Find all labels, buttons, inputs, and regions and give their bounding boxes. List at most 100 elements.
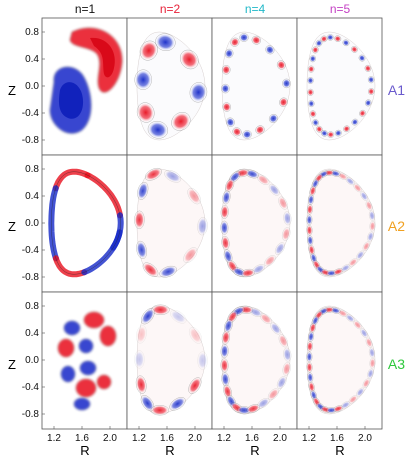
positive-lobe xyxy=(365,200,373,211)
positive-lobe xyxy=(359,109,366,117)
positive-lobe xyxy=(348,258,358,267)
negative-lobe xyxy=(270,322,282,335)
panel-r2-c2 xyxy=(126,154,213,293)
negative-lobe xyxy=(368,210,376,221)
x-tick-label: 2.0 xyxy=(273,433,287,444)
y-tick-label: 0.4 xyxy=(25,328,39,339)
y-tick-label: -0.4 xyxy=(22,382,40,393)
positive-lobe xyxy=(364,64,372,72)
negative-lobe xyxy=(239,33,249,42)
positive-lobe xyxy=(150,405,169,416)
positive-lobe xyxy=(220,358,229,373)
x-tick-label: 1.6 xyxy=(245,433,259,444)
negative-lobe xyxy=(368,347,376,358)
negative-lobe xyxy=(242,130,252,139)
positive-lobe xyxy=(267,388,279,401)
y-tick-label: -0.4 xyxy=(22,245,40,256)
positive-lobe xyxy=(309,110,317,118)
positive-lobe xyxy=(320,35,328,43)
y-tick-label: 0.0 xyxy=(25,355,39,366)
positive-lobe xyxy=(139,40,158,61)
positive-lobe xyxy=(96,374,112,390)
column-header-n1: n=1 xyxy=(75,2,96,16)
positive-lobe xyxy=(142,262,159,277)
positive-lobe xyxy=(369,221,376,232)
negative-lobe xyxy=(367,231,374,242)
panel-r1-c1 xyxy=(41,17,128,156)
negative-lobe xyxy=(79,360,97,376)
negative-lobe xyxy=(189,82,208,103)
x-tick-label: 2.0 xyxy=(188,433,202,444)
panel-r2-c1 xyxy=(41,154,128,293)
negative-lobe xyxy=(312,119,319,127)
positive-lobe xyxy=(220,205,229,219)
x-tick-label: 1.2 xyxy=(47,433,61,444)
axis-ticks: 0.8 0.4 0.0 -0.4 -0.8 0.8 0.4 0.0 -0.4 -0.8 0.8 0.4… xyxy=(22,27,373,444)
positive-lobe xyxy=(75,378,97,398)
x-tick-label: 1.2 xyxy=(132,433,146,444)
positive-lobe-core xyxy=(90,37,115,78)
negative-lobe xyxy=(60,365,76,383)
negative-lobe xyxy=(351,118,359,126)
column-header-n4: n=4 xyxy=(245,2,266,16)
negative-lobe xyxy=(73,397,91,411)
column-header-n2: n=2 xyxy=(160,2,181,16)
positive-lobe xyxy=(134,210,145,229)
negative-lobe xyxy=(134,350,145,369)
negative-lobe xyxy=(197,351,208,370)
y-tick-label: -0.4 xyxy=(22,108,40,119)
x-axis-label-col4: R xyxy=(335,443,344,458)
negative-lobe xyxy=(252,264,266,274)
positive-lobe xyxy=(334,35,342,42)
panel-r3-c3 xyxy=(211,291,298,430)
positive-lobe xyxy=(187,187,201,205)
negative-lobe xyxy=(326,34,334,41)
negative-lobe xyxy=(221,83,230,94)
positive-lobe xyxy=(362,241,370,252)
x-axis-label-col1: R xyxy=(80,443,89,458)
positive-lobe xyxy=(183,247,198,263)
positive-lobe xyxy=(230,37,240,47)
negative-lobe xyxy=(358,54,366,62)
plasma-boundary xyxy=(306,31,376,141)
positive-lobe xyxy=(57,338,75,358)
x-tick-label: 1.6 xyxy=(330,433,344,444)
positive-lobe xyxy=(343,125,350,133)
positive-lobe xyxy=(365,337,373,348)
negative-lobe xyxy=(147,121,168,139)
negative-lobe xyxy=(169,397,186,411)
positive-lobe xyxy=(180,49,199,70)
negative-lobe xyxy=(356,250,365,260)
negative-lobe xyxy=(309,55,316,63)
positive-lobe xyxy=(278,196,288,210)
x-tick-label: 1.2 xyxy=(302,433,316,444)
positive-lobe xyxy=(327,131,335,138)
positive-lobe xyxy=(308,65,315,73)
positive-lobe xyxy=(353,320,362,330)
positive-lobe xyxy=(99,325,117,347)
y-tick-label: -0.8 xyxy=(22,272,40,283)
negative-lobe xyxy=(315,39,323,47)
x-tick-label: 2.0 xyxy=(358,433,372,444)
negative-lobe xyxy=(265,45,275,55)
negative-lobe xyxy=(268,183,280,196)
negative-lobe xyxy=(360,328,368,338)
y-tick-label: -0.8 xyxy=(22,409,40,420)
negative-lobe xyxy=(164,170,182,183)
positive-lobe xyxy=(188,377,202,394)
negative-lobe xyxy=(63,320,81,336)
panel-r1-c2 xyxy=(126,17,213,156)
positive-lobe xyxy=(312,46,319,54)
y-axis-label-row2: Z xyxy=(8,219,16,234)
panel-r2-c4 xyxy=(296,154,383,293)
negative-lobe xyxy=(78,338,94,354)
positive-lobe xyxy=(348,395,358,404)
positive-lobe xyxy=(278,334,288,348)
positive-lobe xyxy=(251,35,261,45)
negative-lobe xyxy=(334,129,342,137)
positive-lobe xyxy=(221,330,230,345)
positive-lobe xyxy=(306,341,313,352)
negative-lobe xyxy=(274,242,285,255)
positive-lobe xyxy=(276,60,286,70)
